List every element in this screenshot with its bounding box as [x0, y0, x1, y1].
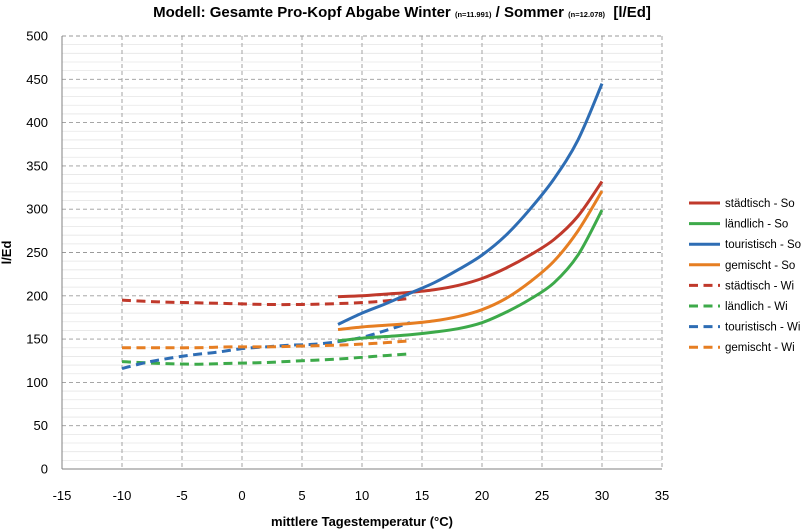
x-tick-label: 10 [355, 488, 369, 503]
legend-label: städtisch - So [725, 198, 795, 210]
legend-label: touristisch - So [725, 239, 801, 251]
title-text: Modell: Gesamte Pro-Kopf Abgabe Winter [153, 4, 455, 21]
series-line-7 [121, 321, 411, 370]
series-lines [121, 83, 604, 370]
x-tick-label: -5 [176, 488, 188, 503]
gridlines [62, 35, 663, 469]
chart-title: Modell: Gesamte Pro-Kopf Abgabe Winter (… [153, 4, 651, 21]
series-line-5 [121, 296, 411, 307]
y-tick-label: 0 [41, 462, 48, 477]
y-tick-label: 300 [26, 202, 48, 217]
legend: städtisch - So ländlich - So touristisch -… [689, 198, 801, 354]
x-axis-label: mittlere Tagestemperatur (°C) [271, 514, 453, 529]
x-tick-label: 35 [655, 488, 669, 503]
y-tick-label: 350 [26, 158, 48, 173]
y-tick-label: 150 [26, 332, 48, 347]
legend-label: städtisch - Wi [725, 280, 794, 292]
title-text: / Sommer [491, 4, 568, 21]
y-tick-label: 100 [26, 375, 48, 390]
series-line-3 [337, 83, 604, 326]
x-tick-label: 30 [595, 488, 609, 503]
x-tick-label: 25 [535, 488, 549, 503]
legend-label: ländlich - So [725, 219, 788, 231]
y-tick-label: 200 [26, 288, 48, 303]
title-sample-size: (n=12.078) [568, 10, 605, 19]
series-line-6 [121, 352, 411, 366]
y-tick-label: 250 [26, 245, 48, 260]
title-sample-size: (n=11.991) [455, 10, 492, 19]
series-line-2 [337, 209, 604, 343]
series-line-8 [122, 339, 411, 350]
y-tick-label: 400 [26, 115, 48, 130]
x-tick-label: -10 [113, 488, 132, 503]
series-line-1 [337, 180, 604, 299]
title-text: [l/Ed] [605, 4, 651, 21]
x-tick-label: 5 [298, 488, 305, 503]
legend-label: ländlich - Wi [725, 301, 788, 313]
x-tick-label: -15 [53, 488, 72, 503]
legend-label: touristisch - Wi [725, 322, 800, 334]
y-tick-label: 450 [26, 72, 48, 87]
legend-label: gemischt - So [725, 260, 795, 272]
series-line-4 [337, 190, 604, 332]
legend-label: gemischt - Wi [725, 342, 795, 354]
y-tick-label: 500 [26, 29, 48, 44]
x-tick-label: 20 [475, 488, 489, 503]
y-axis-label: l/Ed [0, 241, 14, 265]
y-tick-label: 50 [34, 418, 48, 433]
x-tick-label: 0 [238, 488, 245, 503]
x-tick-label: 15 [415, 488, 429, 503]
